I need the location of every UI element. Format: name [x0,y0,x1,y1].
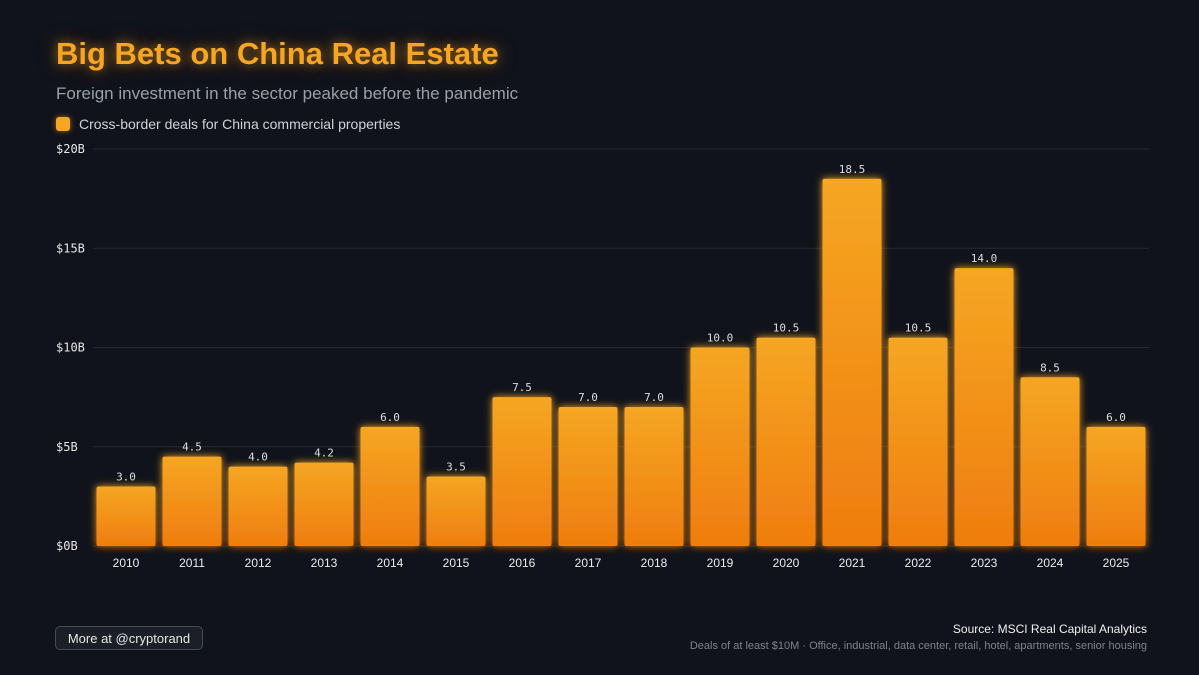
x-tick-label: 2022 [905,556,932,570]
legend-label: Cross-border deals for China commercial … [79,116,401,132]
data-label: 7.0 [578,391,598,404]
x-tick-label: 2019 [707,556,734,570]
data-label: 3.5 [446,461,466,474]
x-tick-label: 2023 [971,556,998,570]
bar-2016 [492,397,552,546]
more-at-cryptorand-button[interactable]: More at @cryptorand [55,626,203,650]
data-label: 6.0 [380,411,400,424]
data-label: 3.0 [116,470,136,483]
bar-2012 [228,466,288,546]
x-tick-label: 2015 [443,556,470,570]
x-tick-label: 2010 [113,556,140,570]
bar-2024 [1020,377,1080,546]
bar-2014 [360,426,420,546]
x-tick-label: 2020 [773,556,800,570]
y-tick-label: $20B [56,142,85,156]
x-tick-label: 2024 [1037,556,1064,570]
source-text: Source: MSCI Real Capital Analytics [952,622,1147,636]
bar-2022 [888,337,948,546]
chart-subtitle: Foreign investment in the sector peaked … [56,84,519,103]
bar-2010 [96,486,156,546]
data-label: 18.5 [839,163,866,176]
data-label: 8.5 [1040,361,1060,374]
legend: Cross-border deals for China commercial … [56,116,400,132]
bar-2020 [756,337,816,546]
data-label: 6.0 [1106,411,1126,424]
x-tick-label: 2018 [641,556,668,570]
data-label: 4.2 [314,447,334,460]
y-tick-label: $0B [56,539,78,553]
bar-2013 [294,462,354,546]
y-tick-label: $5B [56,440,78,454]
bar-2011 [162,456,222,546]
bar-2017 [558,407,618,546]
bar-2021 [822,178,882,546]
bar-chart: $0B $5B $10B $15B $20B 3.0 2010 4.5 2011 4.0 2012 4… [56,142,1149,570]
y-tick-label: $10B [56,341,85,355]
legend-swatch [56,117,70,131]
data-label: 4.0 [248,451,268,464]
x-tick-label: 2021 [839,556,866,570]
data-label: 4.5 [182,441,202,454]
chart-title: Big Bets on China Real Estate [56,36,499,71]
x-tick-label: 2011 [179,556,205,570]
data-label: 10.5 [773,322,800,335]
bar-2015 [426,476,486,546]
data-label: 7.0 [644,391,664,404]
bar-2023 [954,268,1014,546]
data-label: 10.5 [905,322,932,335]
footnote: Deals of at least $10M · Office, industr… [689,640,1147,652]
y-tick-label: $15B [56,241,85,255]
data-label: 7.5 [512,381,532,394]
x-tick-label: 2017 [575,556,602,570]
bar-2018 [624,407,684,546]
data-label: 10.0 [707,332,734,345]
bar-2025 [1086,426,1146,546]
data-label: 14.0 [971,252,998,265]
bar-2019 [690,347,750,546]
x-tick-label: 2016 [509,556,536,570]
x-tick-label: 2025 [1103,556,1130,570]
x-tick-label: 2012 [245,556,272,570]
x-tick-label: 2013 [311,556,338,570]
x-tick-label: 2014 [377,556,404,570]
